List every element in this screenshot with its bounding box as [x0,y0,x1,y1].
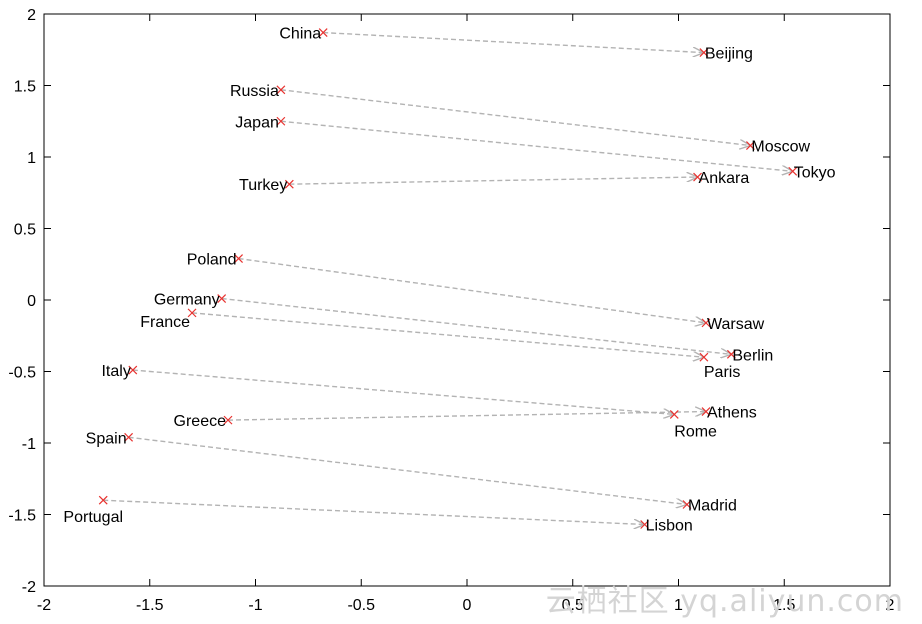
x-tick-label: 1.5 [773,597,795,614]
x-tick-label: 2 [886,597,895,614]
label-poland: Poland [187,252,237,269]
arrow-greece [227,412,706,421]
arrow-russia [280,89,751,146]
marker-berlin [726,349,736,359]
marker-athens [701,407,711,416]
markers-layer [98,28,798,529]
marker-russia [276,85,286,95]
marker-china [318,28,328,38]
marker-madrid [682,500,692,509]
label-germany: Germany [154,292,220,309]
label-athens: Athens [707,405,757,422]
y-tick-label: 1.5 [14,79,36,96]
arrows-layer [103,31,793,525]
marker-france [187,308,197,318]
x-tick-label: -2 [37,597,51,614]
x-tick-label: 0.5 [562,597,584,614]
label-rome: Rome [674,423,717,440]
arrow-portugal [103,499,644,524]
arrow-turkey [289,177,697,185]
marker-warsaw [701,318,711,328]
label-warsaw: Warsaw [707,316,765,333]
point-labels: China Beijing Russia Moscow Japan Tokyo Turkey… [63,26,835,535]
x-tick-label: -0.5 [347,597,375,614]
arrow-germany [221,297,732,355]
marker-italy [128,365,138,375]
marker-turkey [284,179,294,189]
marker-ankara [693,172,702,182]
marker-germany [217,294,227,303]
y-tick-label: -2 [22,579,36,596]
label-moscow: Moscow [751,139,810,156]
label-russia: Russia [230,83,279,100]
axis-ticks: -2 -1.5 -1 -0.5 0 0.5 1 1.5 2 -2 -1.5 -1 -0.5 0 0.5 1 1.… [8,7,894,614]
y-tick-label: -0.5 [8,365,36,382]
arrow-france [191,312,704,357]
y-tick-label: -1.5 [8,508,36,525]
x-tick-label: 1 [674,597,683,614]
label-italy: Italy [101,363,130,380]
label-paris: Paris [704,364,740,381]
marker-spain [124,432,134,442]
label-france: France [140,314,190,331]
arrow-japan [280,120,793,171]
marker-moscow [745,141,755,150]
label-japan: Japan [235,114,279,131]
label-beijing: Beijing [705,46,753,63]
marker-rome [669,409,679,419]
arrow-italy [132,369,674,414]
y-tick-label: -1 [22,436,36,453]
label-berlin: Berlin [732,347,773,364]
marker-tokyo [788,166,798,176]
label-spain: Spain [86,430,127,447]
label-portugal: Portugal [63,509,123,526]
marker-lisbon [640,520,650,529]
label-madrid: Madrid [688,497,737,514]
marker-japan [276,116,286,126]
marker-paris [699,352,709,362]
y-tick-label: 0.5 [14,222,36,239]
marker-portugal [98,495,108,505]
label-ankara: Ankara [699,170,750,187]
x-tick-label: -1.5 [136,597,164,614]
arrow-poland [238,257,706,323]
marker-poland [234,254,244,263]
label-greece: Greece [174,413,227,430]
marker-beijing [699,48,709,58]
y-tick-label: 2 [27,7,36,24]
y-tick-label: 0 [27,293,36,310]
x-tick-label: -1 [248,597,262,614]
x-tick-label: 0 [463,597,472,614]
y-tick-label: 1 [27,150,36,167]
label-turkey: Turkey [239,177,287,194]
label-lisbon: Lisbon [646,518,693,535]
watermark: 云栖社区 yq.aliyun.com [545,584,904,619]
label-china: China [279,26,321,43]
label-tokyo: Tokyo [794,164,836,181]
arrow-china [323,31,704,53]
marker-greece [223,415,233,425]
arrow-spain [128,436,687,504]
